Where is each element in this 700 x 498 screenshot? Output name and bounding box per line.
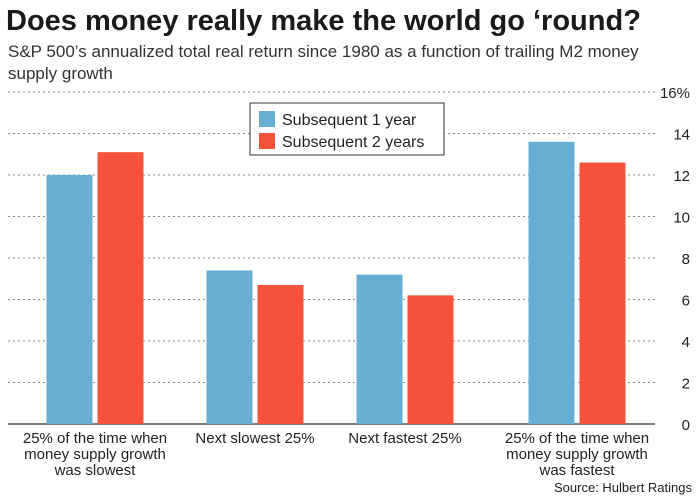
x-tick-label: Next fastest 25% xyxy=(348,430,461,447)
y-tick-label: 12 xyxy=(673,168,690,185)
legend-label: Subsequent 1 year xyxy=(282,112,417,129)
bar-subsequent-1-year xyxy=(206,270,253,424)
y-tick-label: 10 xyxy=(673,210,690,227)
source-note: Source: Hulbert Ratings xyxy=(553,480,692,495)
y-tick-label: 8 xyxy=(682,251,690,268)
y-tick-label: 6 xyxy=(682,293,690,310)
bar-subsequent-1-year xyxy=(528,141,575,425)
x-tick-labels: 25% of the time when money supply growth w… xyxy=(23,430,649,479)
bar-subsequent-1-year xyxy=(46,175,93,424)
x-tick-label: Next slowest 25% xyxy=(195,430,314,447)
legend: Subsequent 1 year Subsequent 2 years xyxy=(249,102,445,156)
bar-subsequent-1-year xyxy=(356,274,403,424)
bars xyxy=(46,141,626,425)
legend-box xyxy=(249,102,445,156)
bar-subsequent-2-years xyxy=(407,295,454,424)
x-tick-label: 25% of the time when money supply growth w… xyxy=(505,430,649,479)
bar-subsequent-2-years xyxy=(97,152,144,425)
y-tick-labels: 0 2 4 6 8 10 12 14 16% xyxy=(660,85,690,434)
legend-swatch xyxy=(259,111,275,127)
bar-subsequent-2-years xyxy=(257,284,304,424)
legend-label: Subsequent 2 years xyxy=(282,134,424,151)
legend-swatch xyxy=(259,133,275,149)
y-tick-label: 0 xyxy=(682,417,690,434)
x-tick-label: 25% of the time when money supply growth w… xyxy=(23,430,167,479)
y-tick-label: 14 xyxy=(673,127,690,144)
y-tick-label: 2 xyxy=(682,376,690,393)
y-tick-label: 4 xyxy=(682,334,690,351)
bar-subsequent-2-years xyxy=(579,162,626,425)
y-tick-label: 16% xyxy=(660,85,690,102)
chart-subtitle: S&P 500’s annualized total real return s… xyxy=(8,42,639,83)
chart-title: Does money really make the world go ‘rou… xyxy=(6,5,641,37)
